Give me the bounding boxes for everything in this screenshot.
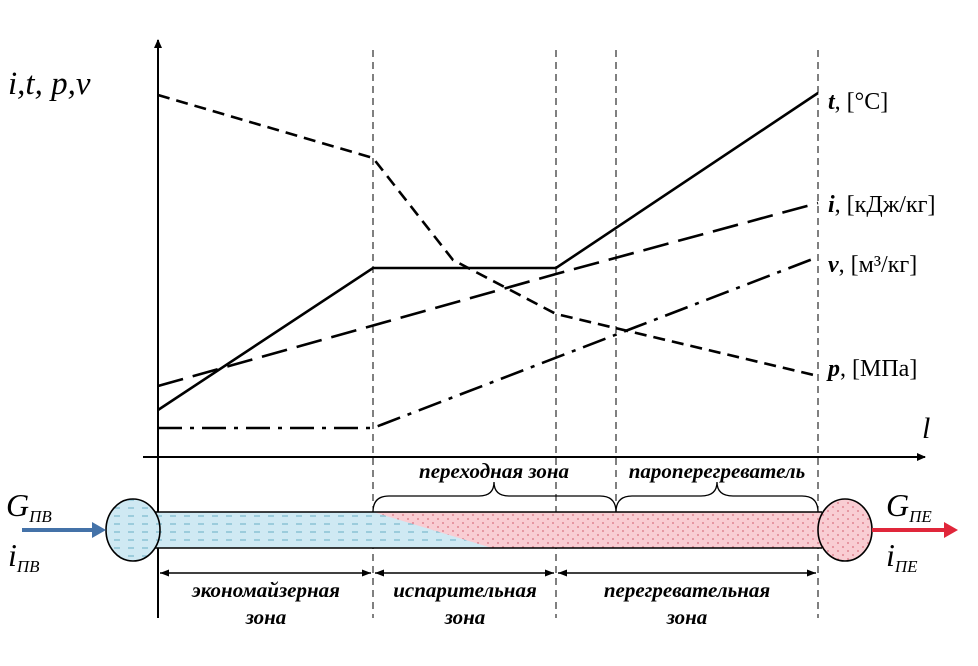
- outlet-header: [817, 498, 873, 562]
- transition-zone-label: переходная зона: [419, 459, 569, 483]
- outlet-arrow-icon: [944, 522, 958, 538]
- specific-volume-label: v, [м³/кг]: [828, 252, 917, 278]
- enthalpy-label: i, [кДж/кг]: [828, 192, 935, 218]
- evaporator-zone-label-line1: испарительная: [393, 578, 537, 602]
- x-axis-label: l: [922, 412, 930, 445]
- superheating-zone-label-line1: перегревательная: [604, 578, 771, 602]
- superheater-label: пароперегреватель: [629, 459, 806, 483]
- economizer-zone-label-line2: зона: [245, 605, 287, 629]
- outlet-enthalpy-label: iПЕ: [886, 537, 918, 576]
- pressure-curve: [157, 93, 819, 378]
- outlet-flow-label: GПЕ: [886, 487, 932, 526]
- transition-zone-brace: [372, 481, 617, 513]
- temperature-curve: [157, 91, 819, 412]
- y-axis-label: i,t, p,v: [8, 66, 91, 102]
- specific-volume-curve: [158, 255, 819, 430]
- evaporator-zone-label-line2: зона: [444, 605, 486, 629]
- inlet-enthalpy-label: iПВ: [8, 537, 40, 576]
- enthalpy-curve: [157, 201, 819, 388]
- inlet-flow-label: GПВ: [6, 487, 52, 526]
- superheater-brace: [615, 481, 819, 513]
- pressure-label: p, [МПа]: [826, 356, 917, 382]
- superheating-zone-label-line2: зона: [666, 605, 708, 629]
- inlet-arrow-icon: [92, 522, 106, 538]
- economizer-zone-label-line1: экономайзерная: [191, 578, 340, 602]
- inlet-header: [105, 498, 161, 562]
- pipe-steam-section: [373, 512, 822, 548]
- temperature-label: t, [°C]: [828, 89, 888, 115]
